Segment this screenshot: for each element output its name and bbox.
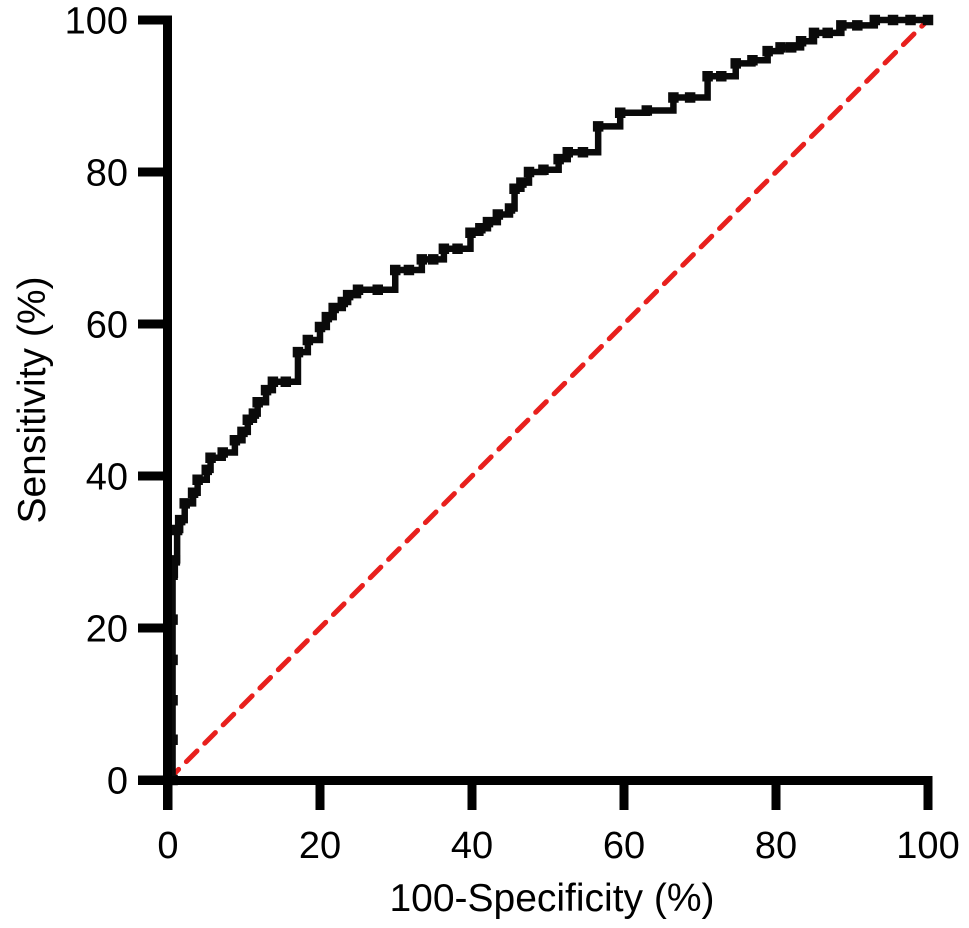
y-axis-title: Sensitivity (%): [11, 276, 54, 523]
x-tick-label: 0: [157, 825, 178, 867]
ticks-layer: [138, 15, 933, 810]
y-tick-label: 0: [107, 761, 128, 803]
x-tick-label: 80: [755, 825, 797, 867]
y-tick-label: 20: [86, 609, 128, 651]
x-axis-title: 100-Specificity (%): [389, 877, 714, 920]
y-tick-label: 60: [86, 305, 128, 347]
x-tick-label: 60: [603, 825, 645, 867]
x-tick-label: 40: [451, 825, 493, 867]
axes-layer: 0 20 40 60 80 100 0 20 40 60 80 100 100-Specificity…: [11, 1, 960, 921]
x-tick-label: 100: [896, 825, 959, 867]
y-tick-label: 40: [86, 457, 128, 499]
y-tick-label: 80: [86, 153, 128, 195]
x-tick-label: 20: [299, 825, 341, 867]
series-layer: [165, 14, 934, 786]
reference-diagonal: [165, 17, 931, 783]
y-tick-label: 100: [65, 1, 128, 43]
tick-labels-layer: 0 20 40 60 80 100 0 20 40 60 80 100: [65, 1, 960, 868]
